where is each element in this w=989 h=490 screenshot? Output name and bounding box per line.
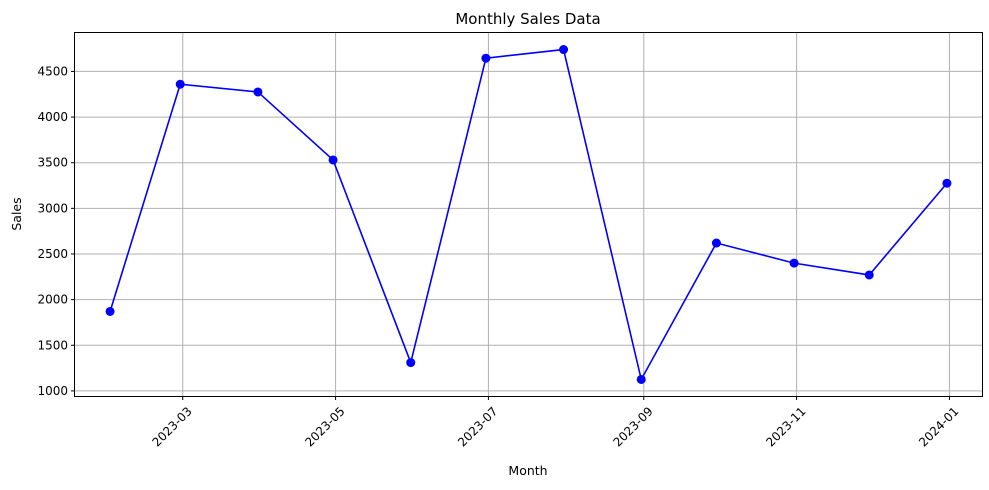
y-tick-label: 3000 bbox=[37, 201, 68, 215]
axis-ticks: 2023-03 2023-05 2023-07 2023-09 2023-11 2024-… bbox=[37, 64, 961, 449]
data-point bbox=[942, 178, 952, 188]
x-tick-label: 2024-01 bbox=[916, 404, 961, 449]
y-tick-label: 3500 bbox=[37, 156, 68, 170]
y-tick-label: 1000 bbox=[37, 384, 68, 398]
plot-frame bbox=[74, 32, 983, 397]
data-series bbox=[105, 45, 952, 384]
data-point bbox=[559, 45, 569, 55]
data-point bbox=[636, 374, 646, 384]
data-point bbox=[481, 53, 491, 63]
data-point bbox=[864, 270, 874, 280]
series-line bbox=[109, 48, 948, 382]
x-axis-label: Month bbox=[508, 463, 547, 478]
x-tick-label: 2023-03 bbox=[149, 404, 194, 449]
y-tick-label: 4000 bbox=[37, 110, 68, 124]
data-point bbox=[253, 87, 263, 97]
x-tick-label: 2023-05 bbox=[302, 404, 347, 449]
grid bbox=[75, 33, 982, 396]
x-tick-label: 2023-09 bbox=[610, 404, 655, 449]
chart-title: Monthly Sales Data bbox=[455, 10, 600, 28]
data-point bbox=[789, 258, 799, 268]
y-axis-label: Sales bbox=[9, 197, 24, 230]
y-tick-label: 2500 bbox=[37, 247, 68, 261]
x-tick-label: 2023-07 bbox=[455, 404, 500, 449]
data-point bbox=[328, 155, 338, 165]
y-tick-label: 1500 bbox=[37, 338, 68, 352]
data-point bbox=[406, 358, 416, 368]
x-tick-label: 2023-11 bbox=[763, 404, 808, 449]
y-tick-label: 2000 bbox=[37, 293, 68, 307]
data-point bbox=[711, 238, 721, 248]
data-point bbox=[105, 306, 115, 316]
y-tick-label: 4500 bbox=[37, 64, 68, 78]
data-point bbox=[175, 79, 185, 89]
